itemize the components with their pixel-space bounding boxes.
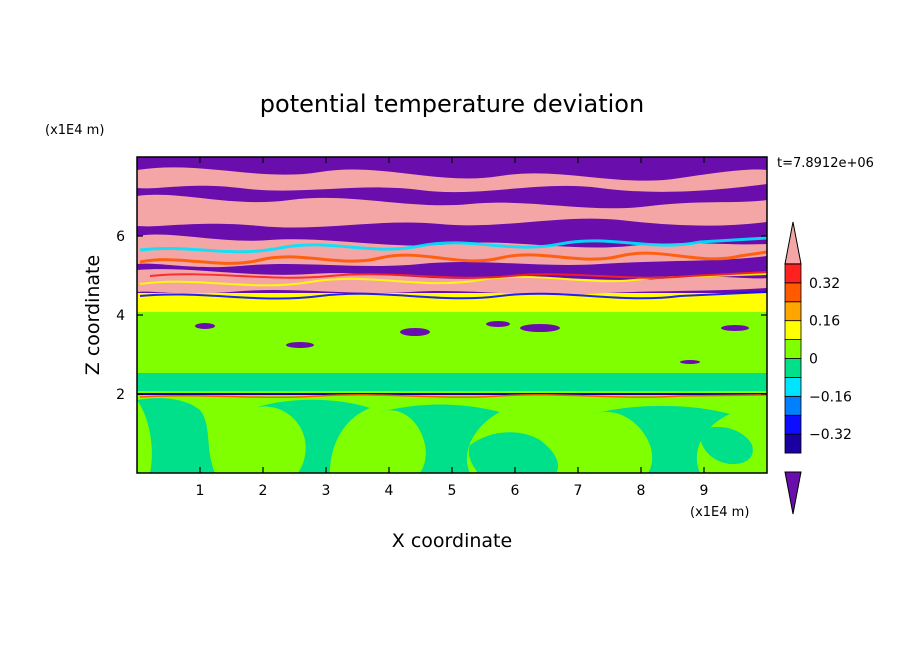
pink-streak (137, 167, 767, 193)
colorbar-tick-label: 0 (809, 352, 818, 368)
y-axis-label: Z coordinate (82, 255, 104, 375)
x-tick-label: 5 (448, 483, 457, 499)
teal-band (137, 373, 767, 391)
y-unit-label: (x1E4 m) (45, 123, 104, 138)
colorbar-extend-low (784, 471, 802, 515)
teal-plume (159, 429, 201, 462)
x-tick-label: 7 (574, 483, 583, 499)
colorbar-bin (784, 358, 802, 378)
x-tick-label: 9 (700, 483, 709, 499)
x-tick-label: 3 (322, 483, 331, 499)
colorbar-bin (784, 377, 802, 397)
y-axis-ticks: 2 4 6 (116, 229, 767, 403)
teal-plume (590, 405, 730, 473)
colorbar-extend-high (784, 221, 802, 265)
colorbar-tick-label: −0.16 (809, 389, 852, 405)
y-tick-label: 4 (116, 308, 125, 324)
teal-plume (468, 432, 559, 473)
x-tick-label: 4 (385, 483, 394, 499)
turbulence-speckle (139, 236, 767, 300)
purple-blobs (195, 321, 749, 364)
time-stamp: t=7.8912e+06 (777, 156, 874, 171)
teal-plume (255, 399, 370, 473)
colorbar-tick-label: 0.32 (809, 276, 840, 292)
chart-title: potential temperature deviation (260, 90, 644, 118)
x-axis-ticks: 1 2 3 4 5 6 7 8 9 (196, 157, 709, 499)
colorbar-bin (784, 414, 802, 435)
x-tick-label: 8 (637, 483, 646, 499)
colorbar-bin (784, 301, 802, 322)
colorbar-bin (784, 282, 802, 303)
x-tick-label: 6 (511, 483, 520, 499)
pink-streak (137, 194, 767, 228)
lower-layer (137, 373, 767, 473)
colorbar: 0.32 0.16 0 −0.16 −0.32 (784, 221, 852, 515)
colorbar-bin (784, 433, 802, 454)
x-tick-label: 1 (196, 483, 205, 499)
jet-line-warm (139, 394, 767, 399)
plot-field (137, 157, 767, 473)
x-unit-label: (x1E4 m) (690, 505, 749, 520)
colorbar-tick-label: 0.16 (809, 314, 840, 330)
x-axis-label: X coordinate (392, 530, 512, 552)
teal-plume (699, 426, 753, 465)
teal-plume (380, 404, 500, 473)
colorbar-bin (784, 320, 802, 340)
colorbar-tick-label: −0.32 (809, 427, 852, 443)
y-tick-label: 2 (116, 387, 125, 403)
x-tick-label: 2 (259, 483, 268, 499)
colorbar-bin (784, 395, 802, 416)
colorbar-bin (784, 263, 802, 284)
colorbar-bin (784, 339, 802, 359)
y-tick-label: 6 (116, 229, 125, 245)
